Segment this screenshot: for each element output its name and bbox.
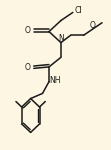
Text: O: O — [25, 63, 31, 72]
Text: N: N — [59, 34, 64, 43]
Text: O: O — [90, 21, 96, 30]
Text: Cl: Cl — [75, 6, 83, 15]
Text: NH: NH — [49, 76, 61, 85]
Text: O: O — [25, 26, 31, 35]
